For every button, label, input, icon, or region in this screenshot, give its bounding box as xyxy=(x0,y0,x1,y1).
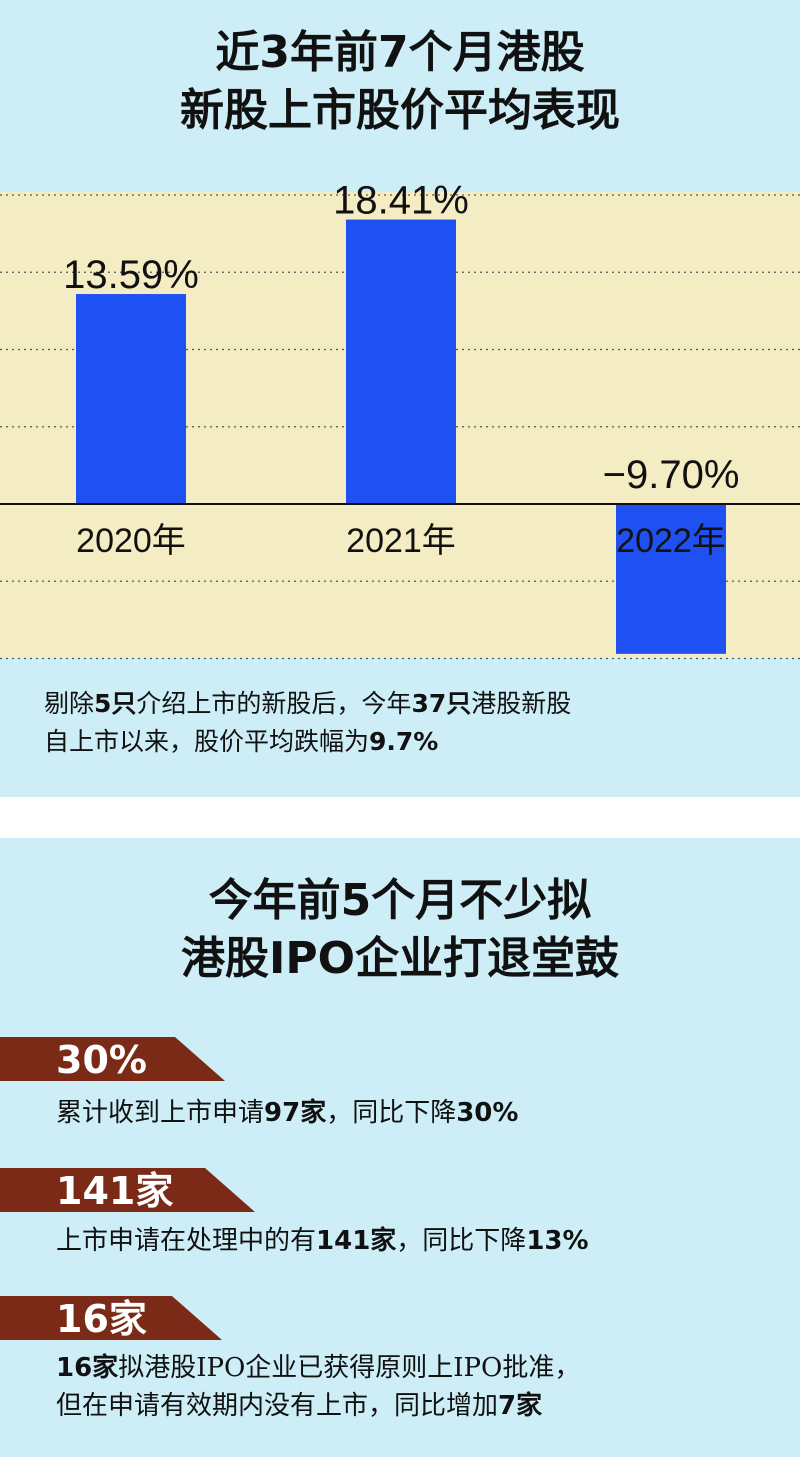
section-title-line-2: 港股IPO企业打退堂鼓 xyxy=(180,933,620,984)
bar-1 xyxy=(76,294,186,504)
stat-description-1: 累计收到上市申请97家，同比下降30% xyxy=(56,1094,518,1132)
category-label-1: 2020年 xyxy=(76,522,186,560)
stat2-bold-2: 13% xyxy=(526,1226,589,1256)
stat-value-2: 141家 xyxy=(56,1169,174,1213)
stat-banner-1: 30% xyxy=(0,1037,225,1082)
stat2-text-2: ，同比下降 xyxy=(396,1226,527,1256)
stat-description-3: 16家拟港股IPO企业已获得原则上IPO批准， 但在申请有效期内没有上市，同比增… xyxy=(56,1349,580,1425)
stat-banner-2: 141家 xyxy=(0,1168,255,1213)
stat3-bold-2: 7家 xyxy=(498,1391,543,1421)
chart-title-line-1: 近3年前7个月港股 xyxy=(215,27,585,78)
stat3-text-2: 但在申请有效期内没有上市，同比增加 xyxy=(56,1391,499,1421)
footnote-bold-3: 9.7% xyxy=(369,727,439,756)
stat-value-1: 30% xyxy=(56,1038,147,1082)
footnote-text-1: 剔除 xyxy=(44,689,95,718)
stat2-text-1: 上市申请在处理中的有 xyxy=(56,1226,317,1256)
footnote-text-3: 港股新股 xyxy=(471,689,572,718)
data-label-1: 13.59% xyxy=(63,253,199,297)
chart-panel: 近3年前7个月港股 新股上市股价平均表现 13.59% 2020年 18.41% 20… xyxy=(0,0,800,797)
chart-title: 近3年前7个月港股 新股上市股价平均表现 xyxy=(0,24,800,140)
data-label-2: 18.41% xyxy=(333,179,469,223)
bar-chart: 13.59% 2020年 18.41% 2021年 −9.70% 2022年 xyxy=(0,179,800,660)
bar-2 xyxy=(346,219,456,505)
data-label-3: −9.70% xyxy=(603,453,740,497)
stat3-line-2: 但在申请有效期内没有上市，同比增加7家 xyxy=(56,1387,580,1425)
stat3-line-1: 16家拟港股IPO企业已获得原则上IPO批准， xyxy=(56,1349,580,1387)
section-title: 今年前5个月不少拟 港股IPO企业打退堂鼓 xyxy=(0,872,800,988)
stat1-bold-1: 97家 xyxy=(264,1098,327,1128)
stat-banner-3: 16家 xyxy=(0,1296,222,1341)
category-label-2: 2021年 xyxy=(346,522,456,560)
stat-description-2: 上市申请在处理中的有141家，同比下降13% xyxy=(56,1222,589,1260)
stat1-text-1: 累计收到上市申请 xyxy=(56,1098,265,1128)
chart-title-line-2: 新股上市股价平均表现 xyxy=(180,85,620,136)
stat1-bold-2: 30% xyxy=(456,1098,519,1128)
chart-footnote: 剔除5只介绍上市的新股后，今年37只港股新股 自上市以来，股价平均跌幅为9.7% xyxy=(44,685,571,761)
ipo-stats-panel: 今年前5个月不少拟 港股IPO企业打退堂鼓 30% 累计收到上市申请97家，同比… xyxy=(0,838,800,1457)
section-title-line-1: 今年前5个月不少拟 xyxy=(208,875,592,926)
stat3-text-1: 拟港股IPO企业已获得原则上IPO批准， xyxy=(118,1353,581,1383)
footnote-line-1: 剔除5只介绍上市的新股后，今年37只港股新股 xyxy=(44,685,571,723)
footnote-line-2: 自上市以来，股价平均跌幅为9.7% xyxy=(44,723,571,761)
category-label-3: 2022年 xyxy=(616,522,726,560)
footnote-text-2: 介绍上市的新股后，今年 xyxy=(136,689,412,718)
stat-value-3: 16家 xyxy=(56,1297,147,1341)
stat3-bold-1: 16家 xyxy=(56,1353,119,1383)
footnote-bold-1: 5只 xyxy=(94,689,137,718)
footnote-text-4: 自上市以来，股价平均跌幅为 xyxy=(44,727,370,756)
stat2-bold-1: 141家 xyxy=(316,1226,397,1256)
stat1-text-2: ，同比下降 xyxy=(326,1098,457,1128)
footnote-bold-2: 37只 xyxy=(411,689,472,718)
bar-3 xyxy=(616,504,726,654)
